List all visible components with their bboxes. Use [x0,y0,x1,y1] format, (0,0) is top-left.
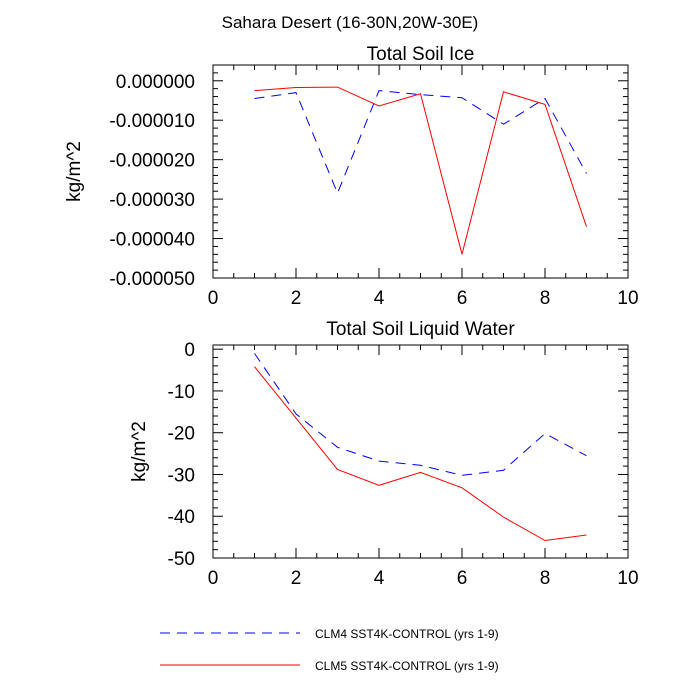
soil-ice-series-clm5-line [254,86,587,255]
legend-clm4-label: CLM4 SST4K-CONTROL (yrs 1-9) [315,627,499,641]
soil-liquid-water-ytick-label: -40 [168,507,195,528]
soil-liquid-water-xtick-label: 2 [291,568,302,589]
soil-liquid-water-frame [212,344,629,559]
soil-ice-xtick-label: 2 [291,288,302,309]
legend: CLM4 SST4K-CONTROL (yrs 1-9) CLM5 SST4K-… [160,627,499,673]
soil-ice-plot: Total Soil Ice kg/m^2 0 2 4 6 8 10 0.000000 -0.00… [64,44,639,309]
soil-ice-xtick-label: 4 [374,288,385,309]
soil-liquid-water-series-clm4-line [254,353,587,476]
soil-ice-ytick-label: -0.000040 [109,230,195,251]
figure-title: Sahara Desert (16-30N,20W-30E) [222,13,479,32]
soil-liquid-water-ytick-label: -10 [168,382,195,403]
soil-liquid-water-xtick-label: 8 [540,568,551,589]
soil-liquid-water-ytick-label: 0 [184,340,195,361]
soil-ice-ytick-label: -0.000010 [109,111,195,132]
soil-ice-ytick-label: -0.000030 [109,190,195,211]
soil-ice-series-clm4-line [254,90,587,195]
soil-liquid-water-ytick-label: -20 [168,424,195,445]
soil-liquid-water-ytick-label: -50 [168,549,195,570]
soil-ice-xtick-label: 8 [540,288,551,309]
soil-liquid-water-xtick-label: 4 [374,568,385,589]
soil-ice-xtick-label: 0 [208,288,219,309]
soil-ice-frame [212,64,629,279]
soil-ice-ytick-label: 0.000000 [116,72,195,93]
soil-ice-title: Total Soil Ice [367,44,475,65]
soil-ice-xtick-label: 6 [457,288,468,309]
soil-liquid-water-xtick-label: 6 [457,568,468,589]
soil-liquid-water-ylabel: kg/m^2 [129,421,150,482]
legend-clm5-label: CLM5 SST4K-CONTROL (yrs 1-9) [315,659,499,673]
soil-ice-ytick-label: -0.000020 [109,151,195,172]
soil-liquid-water-xtick-label: 0 [208,568,219,589]
soil-ice-ytick-label: -0.000050 [109,269,195,290]
soil-liquid-water-ytick-label: -30 [168,465,195,486]
soil-liquid-water-series-clm5-line [254,366,587,542]
soil-liquid-water-title: Total Soil Liquid Water [326,319,515,340]
soil-liquid-water-xtick-label: 10 [617,568,638,589]
soil-ice-ylabel: kg/m^2 [64,141,85,202]
soil-liquid-water-plot: Total Soil Liquid Water kg/m^2 0 2 4 6 8 10 0 -10… [129,319,639,589]
soil-ice-xtick-label: 10 [617,288,638,309]
